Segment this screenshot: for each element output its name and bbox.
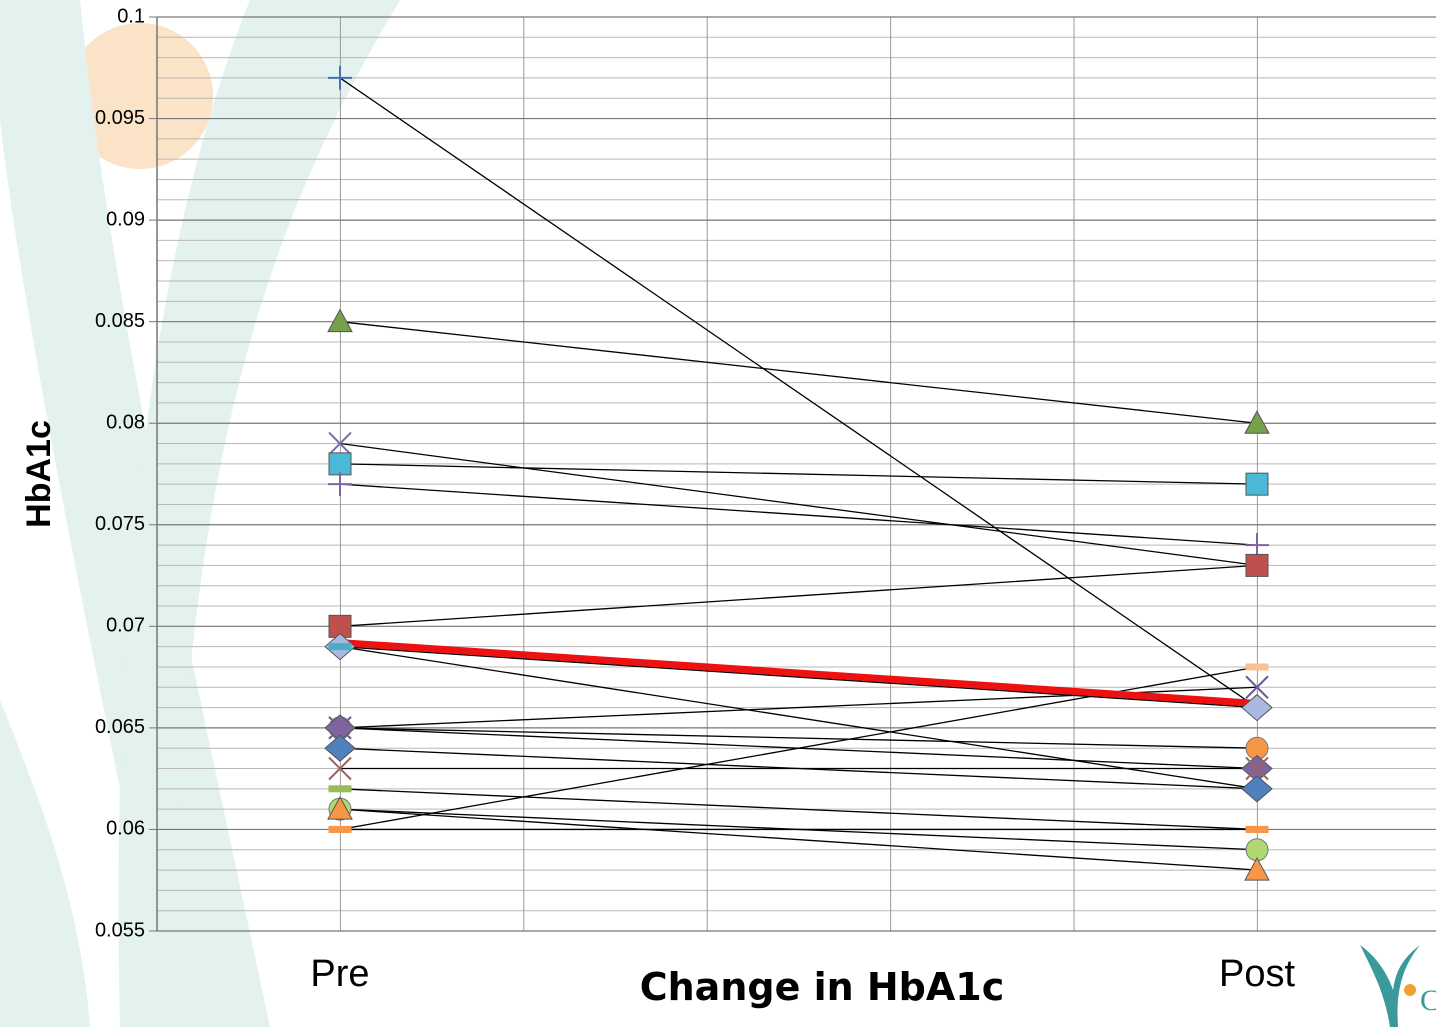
y-tick-label: 0.065	[95, 716, 145, 738]
marker	[1246, 554, 1268, 576]
marker	[1245, 533, 1269, 557]
series-lines	[340, 78, 1257, 870]
series-line	[340, 464, 1257, 484]
marker	[1246, 473, 1268, 495]
series-line	[340, 322, 1257, 424]
marker	[328, 472, 352, 496]
y-tick-label: 0.1	[117, 5, 145, 27]
marker	[329, 644, 351, 650]
y-tick-label: 0.055	[95, 919, 145, 941]
series-markers	[325, 66, 1272, 880]
marker	[329, 786, 351, 792]
x-tick-label: Post	[1219, 953, 1295, 995]
x-tick-label: Pre	[310, 953, 369, 995]
marker	[1246, 664, 1268, 670]
series-line	[340, 647, 1257, 789]
series-line	[340, 809, 1257, 870]
series-line	[340, 565, 1257, 626]
y-tick-label: 0.085	[95, 310, 145, 332]
x-axis-title: Change in HbA1c	[640, 965, 1005, 1009]
y-axis-title: HbA1c	[20, 420, 58, 528]
y-tick-label: 0.09	[106, 208, 145, 230]
series-line	[340, 484, 1257, 545]
decor-swoosh	[0, 700, 90, 1027]
logo: C	[1360, 945, 1436, 1027]
marker	[329, 453, 351, 475]
series-line	[340, 78, 1257, 708]
series-line	[340, 728, 1257, 748]
y-tick-label: 0.08	[106, 412, 145, 434]
marker	[328, 310, 352, 332]
series-line	[340, 643, 1257, 704]
svg-text:C: C	[1420, 984, 1436, 1017]
marker	[329, 826, 351, 832]
series-line	[340, 647, 1257, 708]
y-tick-label: 0.075	[95, 513, 145, 535]
y-tick-label: 0.07	[106, 615, 145, 637]
y-tick-label: 0.095	[95, 107, 145, 129]
chart: C HbA1c Change in HbA1c 0.055 0.06 0.065 0.…	[0, 0, 1436, 1027]
background-decoration: C	[0, 0, 1436, 1027]
marker	[1246, 826, 1268, 832]
y-tick-label: 0.06	[106, 818, 145, 840]
